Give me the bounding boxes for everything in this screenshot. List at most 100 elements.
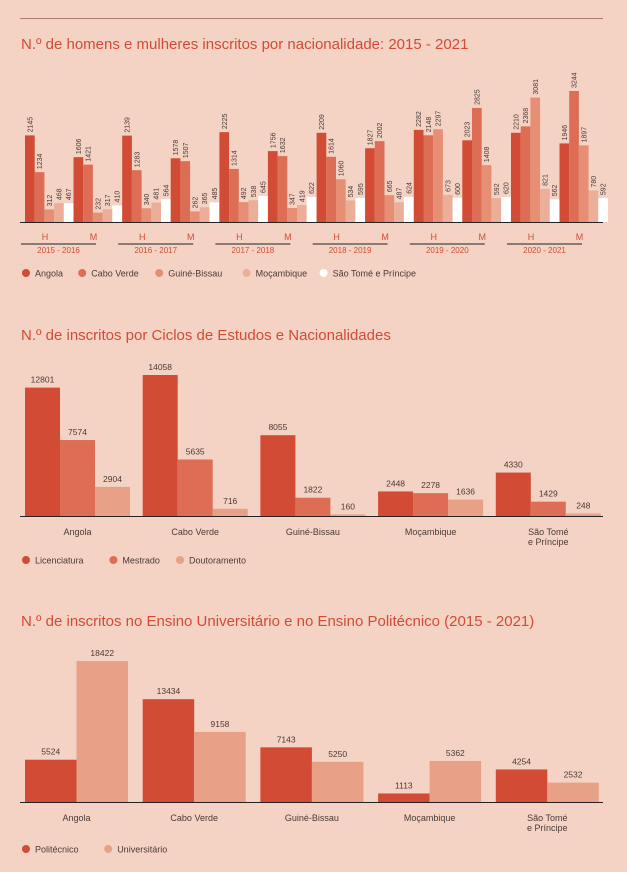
sub-label: H [333,232,340,242]
data-label: 1234 [37,153,44,169]
bar-s-o-tom-e-pr-ncipe [112,205,122,222]
bar-guin-bissau [44,209,55,222]
legend-marker-0 [22,845,30,853]
bar-guin-bissau [530,97,541,222]
data-label: 1614 [329,138,336,154]
legend-marker-0 [22,269,30,277]
data-label: 481 [154,188,161,200]
data-label: 2282 [416,111,423,127]
year-label: 2020 - 2021 [523,246,566,255]
bar-cabo-verde [423,135,434,222]
bar-doutoramento [565,513,601,516]
category-label: Cabo Verde [170,813,218,823]
bar-s-o-tom-e-pr-ncipe [403,196,414,222]
bar-mo-ambique [540,188,550,222]
data-label: 7574 [68,427,87,437]
data-label: 1578 [173,140,180,156]
bar-guin-bissau [384,195,395,222]
legend-label-1: Cabo Verde [91,269,139,279]
data-label: 1827 [367,130,374,146]
bar-universitário [311,761,364,802]
bar-universitário [429,760,482,802]
data-label: 538 [251,185,258,197]
data-label: 365 [202,192,209,204]
year-label: 2017 - 2018 [232,246,275,255]
data-label: 1113 [395,780,413,790]
data-label: 1632 [280,137,287,153]
category-label: e Príncipe [527,823,568,833]
data-label: 562 [552,185,559,197]
bar-mestrado [60,440,95,516]
bar-s-o-tom-e-pr-ncipe [549,199,560,222]
legend-marker-3 [242,269,251,277]
data-label: 780 [591,176,598,188]
bar-mo-ambique [199,207,210,222]
legend-label-3: Moçambique [256,269,308,279]
bar-cabo-verde [83,164,93,222]
data-label: 592 [494,183,501,195]
bar-angola [267,151,278,222]
category-label: Moçambique [404,813,456,823]
bar-angola [511,132,521,222]
data-label: 347 [290,193,297,205]
category-label: Guiné-Bissau [285,813,339,823]
bar-cabo-verde [131,170,142,222]
bar-politécnico [378,793,430,802]
data-label: 492 [241,187,248,199]
sub-label: M [187,232,195,242]
category-label: e Príncipe [528,537,569,547]
bar-licenciatura [25,387,60,516]
legend-label-0: Licenciatura [35,556,84,566]
legend-marker-0 [22,556,30,564]
data-label: 340 [144,193,151,205]
data-label: 592 [601,183,608,195]
bar-angola [413,129,424,222]
sub-label: M [284,232,292,242]
bar-cabo-verde [326,156,336,222]
data-label: 468 [56,188,63,200]
data-label: 312 [47,195,54,207]
bar-mestrado [295,497,331,516]
category-label: Cabo Verde [171,527,219,537]
bar-guin-bissau [481,165,492,222]
sub-label: H [431,232,438,242]
data-label: 4330 [504,460,523,470]
data-label: 7143 [277,734,296,744]
data-label: 410 [115,191,122,203]
data-label: 620 [503,182,510,194]
data-label: 622 [309,182,316,194]
data-label: 317 [105,194,112,206]
bar-s-o-tom-e-pr-ncipe [258,195,268,222]
bar-cabo-verde [277,156,288,222]
bar-angola [219,132,230,222]
bar-universitário [194,731,246,802]
legend-label-1: Universitário [117,845,167,855]
data-label: 1429 [539,489,558,499]
legend-marker-1 [109,556,118,564]
bar-guin-bissau [141,208,152,222]
legend-marker-4 [319,269,328,277]
legend-marker-1 [104,845,113,853]
bar-angola [559,143,570,222]
data-label: 624 [406,182,413,194]
data-label: 716 [223,496,237,506]
bar-doutoramento [95,486,130,516]
data-label: 2148 [426,117,433,133]
data-label: 8055 [268,422,287,432]
bar-mestrado [413,493,449,516]
bar-cabo-verde [229,168,239,222]
bar-angola [73,157,84,222]
category-label: Angola [62,813,90,823]
sub-label: M [576,232,584,242]
data-label: 2278 [421,480,440,490]
bar-universitário [76,661,128,802]
bar-mo-ambique [248,200,259,222]
data-label: 2023 [465,122,472,138]
sub-label: M [90,232,98,242]
data-label: 4254 [512,756,531,766]
bar-cabo-verde [34,172,45,222]
bar-angola [365,148,375,222]
bar-cabo-verde [180,161,191,222]
data-label: 419 [299,190,306,202]
